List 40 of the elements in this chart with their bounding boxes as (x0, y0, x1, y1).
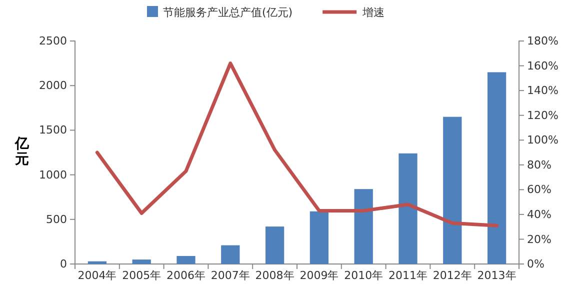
x-tick-label: 2004年 (78, 269, 117, 282)
y2-tick-label: 60% (527, 183, 552, 196)
bar (487, 72, 506, 264)
bar (132, 260, 151, 264)
y2-tick-label: 20% (527, 232, 552, 246)
y-tick-label: 2500 (39, 34, 67, 48)
y2-tick-label: 120% (527, 108, 558, 122)
legend-label: 增速 (362, 6, 385, 19)
y-tick-label: 2000 (39, 79, 67, 92)
y-tick-label: 0 (60, 258, 67, 271)
y2-tick-label: 180% (527, 34, 558, 48)
bar (265, 226, 284, 264)
x-tick-label: 2007年 (210, 269, 250, 282)
y-tick-label: 1500 (39, 124, 67, 137)
x-tick-label: 2013年 (477, 269, 516, 282)
line-series (95, 62, 499, 228)
bar (398, 153, 418, 264)
legend-label: 节能服务产业总产值(亿元) (163, 6, 293, 19)
y2-tick-label: 160% (527, 59, 558, 72)
y-axis-title: 亿元 (14, 136, 30, 168)
x-tick-label: 2006年 (166, 269, 206, 282)
bar (354, 189, 373, 264)
x-tick-label: 2009年 (300, 269, 339, 282)
y-tick-label: 500 (46, 212, 67, 226)
bar (176, 256, 196, 264)
y2-tick-label: 0% (527, 258, 544, 271)
x-tick-label: 2008年 (255, 269, 294, 282)
y2-tick-label: 40% (527, 208, 552, 221)
y2-tick-label: 100% (527, 134, 558, 147)
x-tick-label: 2010年 (344, 269, 384, 282)
y-tick-label: 1000 (39, 168, 67, 182)
y2-tick-label: 80% (527, 158, 552, 172)
bar (443, 116, 462, 264)
bar (310, 211, 329, 264)
x-tick-label: 2012年 (432, 269, 472, 282)
bar (221, 245, 240, 264)
y2-tick-label: 140% (527, 84, 558, 98)
x-tick-label: 2011年 (388, 269, 428, 282)
bar (88, 261, 107, 264)
x-tick-label: 2005年 (122, 269, 162, 282)
